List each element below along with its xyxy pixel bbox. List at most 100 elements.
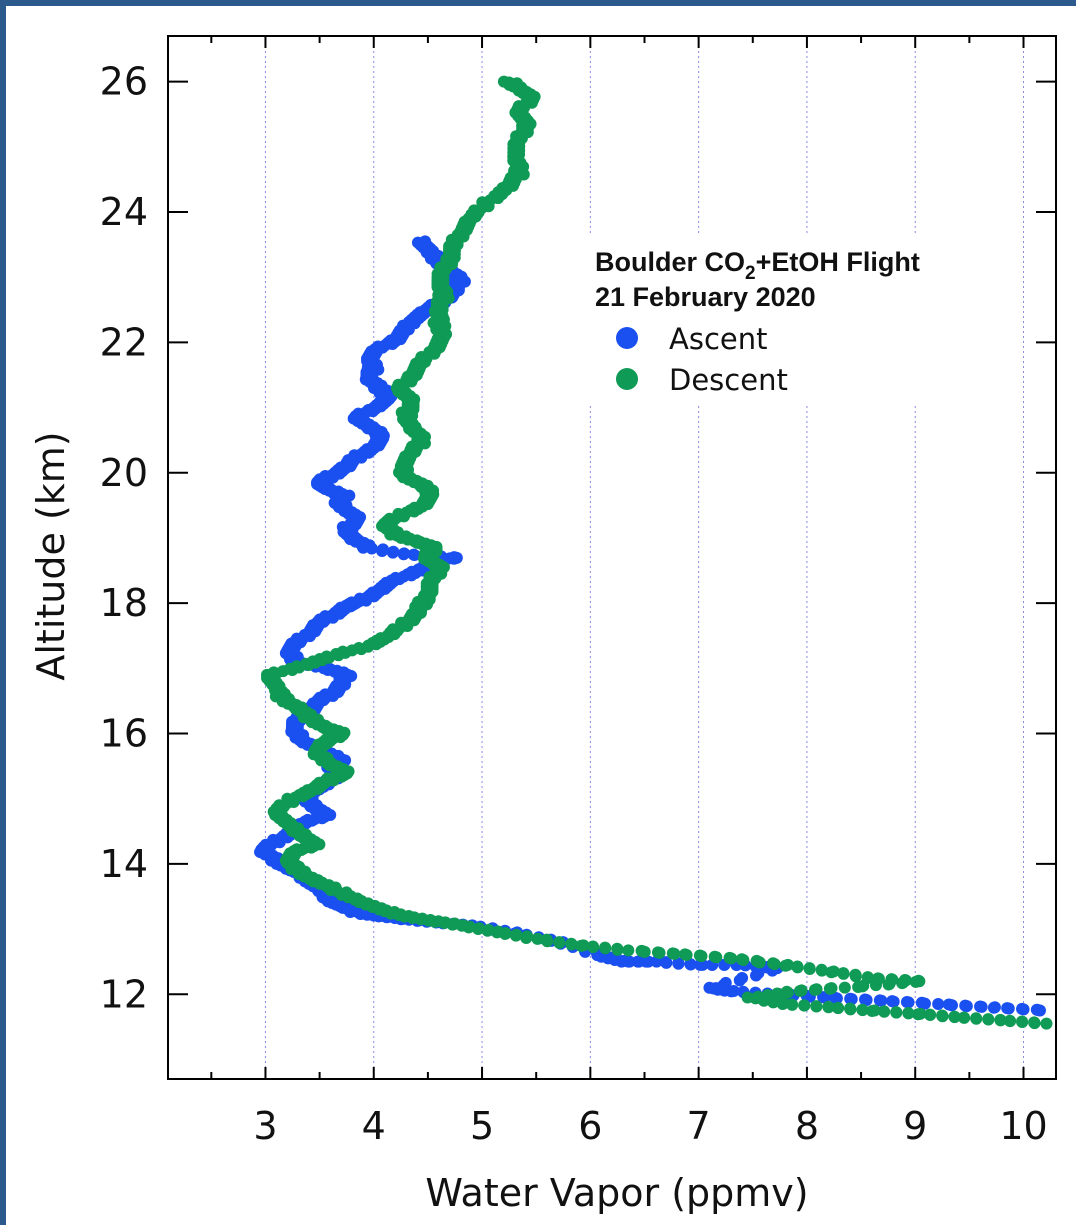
data-point-descent	[708, 950, 721, 963]
data-point-descent	[994, 1013, 1007, 1026]
data-point-descent	[735, 953, 748, 966]
data-point-descent	[798, 999, 811, 1012]
y-tick-label: 14	[100, 842, 148, 886]
data-point-ascent	[988, 1001, 1001, 1014]
data-point-descent	[815, 963, 828, 976]
x-tick-label: 3	[253, 1104, 277, 1148]
data-point-ascent	[448, 551, 461, 564]
data-point-descent	[448, 917, 461, 930]
data-point-descent	[837, 967, 850, 980]
data-point-descent	[849, 968, 862, 981]
grid-layer	[264, 36, 1025, 1079]
x-tick-label: 8	[795, 1104, 819, 1148]
legend-ascent-label: Ascent	[669, 322, 767, 356]
data-point-descent	[878, 1005, 891, 1018]
data-point-descent	[844, 1002, 857, 1015]
data-point-descent	[825, 982, 838, 995]
data-point-ascent	[719, 976, 732, 989]
data-point-descent	[777, 997, 790, 1010]
data-point-descent	[723, 951, 736, 964]
x-tick-label: 9	[903, 1104, 927, 1148]
x-tick-label: 7	[687, 1104, 711, 1148]
data-point-descent	[679, 948, 692, 961]
legend-title-line2: 21 February 2020	[595, 282, 816, 312]
data-point-ascent	[659, 956, 672, 969]
y-tick-label: 24	[100, 190, 148, 234]
y-tick-label: 18	[100, 581, 148, 625]
data-point-descent	[553, 936, 566, 949]
legend-title-line1: Boulder CO2+EtOH Flight	[595, 247, 920, 284]
data-point-descent	[622, 944, 635, 957]
data-point-ascent	[407, 548, 420, 561]
y-tick-label: 16	[100, 712, 148, 756]
data-point-descent	[352, 641, 365, 654]
data-point-descent	[1015, 1015, 1028, 1028]
data-point-descent	[340, 886, 353, 899]
y-tick-label: 12	[100, 972, 148, 1016]
data-point-ascent	[642, 955, 655, 968]
data-point-descent	[635, 944, 648, 957]
data-point-ascent	[942, 998, 955, 1011]
data-point-descent	[531, 932, 544, 945]
data-point-ascent	[1001, 1002, 1014, 1015]
legend-descent-marker	[616, 368, 638, 390]
legend-ascent-marker	[616, 327, 638, 349]
data-point-descent	[822, 1000, 835, 1013]
data-point-descent	[957, 1011, 970, 1024]
data-point-descent	[970, 1012, 983, 1025]
data-point-descent	[810, 1000, 823, 1013]
data-point-descent	[767, 957, 780, 970]
data-point-descent	[750, 954, 763, 967]
data-point-descent	[771, 987, 784, 1000]
data-point-ascent	[703, 981, 716, 994]
data-point-descent	[482, 923, 495, 936]
data-point-ascent	[844, 992, 857, 1005]
data-point-descent	[861, 971, 874, 984]
data-point-ascent	[398, 547, 411, 560]
data-point-descent	[791, 960, 804, 973]
data-point-descent	[781, 958, 794, 971]
data-point-descent	[666, 947, 679, 960]
data-point-descent	[473, 922, 486, 935]
data-point-descent	[320, 650, 333, 663]
data-point-ascent	[672, 957, 685, 970]
data-point-descent	[914, 1007, 927, 1020]
data-point-descent	[521, 930, 534, 943]
data-point-descent	[510, 928, 523, 941]
data-point-descent	[856, 1003, 869, 1016]
data-point-ascent	[1015, 1002, 1028, 1015]
data-point-ascent	[932, 998, 945, 1011]
legend-descent-label: Descent	[669, 363, 788, 397]
data-point-descent	[803, 962, 816, 975]
data-point-ascent	[387, 545, 400, 558]
y-tick-label: 20	[100, 451, 148, 495]
data-point-descent	[651, 946, 664, 959]
data-point-ascent	[1030, 1003, 1043, 1016]
x-tick-label: 6	[578, 1104, 602, 1148]
data-point-descent	[912, 974, 925, 987]
data-point-descent	[577, 939, 590, 952]
data-point-descent	[936, 1009, 949, 1022]
data-point-descent	[810, 983, 823, 996]
data-point-ascent	[873, 994, 886, 1007]
data-point-descent	[890, 1006, 903, 1019]
data-point-ascent	[859, 993, 872, 1006]
data-point-descent	[290, 660, 303, 673]
data-point-descent	[565, 937, 578, 950]
data-point-descent	[611, 942, 624, 955]
data-point-descent	[827, 965, 840, 978]
data-point-ascent	[829, 991, 842, 1004]
data-point-descent	[761, 989, 774, 1002]
data-point-descent	[1028, 1016, 1041, 1029]
data-point-descent	[831, 1001, 844, 1014]
data-point-ascent	[915, 996, 928, 1009]
data-point-ascent	[696, 958, 709, 971]
x-tick-label: 5	[470, 1104, 494, 1148]
data-point-descent	[982, 1013, 995, 1026]
data-point-descent	[902, 1006, 915, 1019]
x-tick-label: 4	[362, 1104, 386, 1148]
plot-border	[167, 35, 1057, 1080]
data-point-descent	[885, 973, 898, 986]
data-point-descent	[923, 1008, 936, 1021]
data-point-descent	[780, 985, 793, 998]
